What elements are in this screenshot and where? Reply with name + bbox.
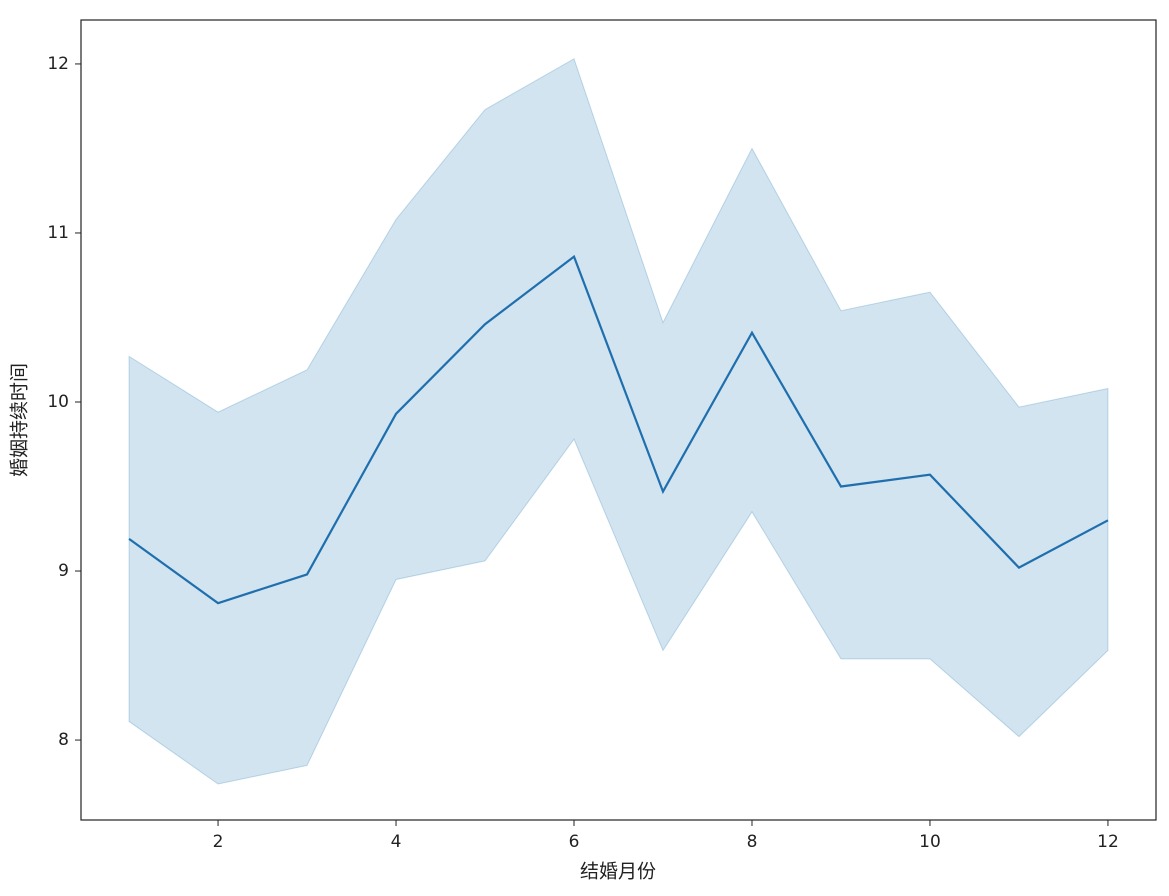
x-tick-label: 4 [391, 832, 402, 852]
y-tick-label: 10 [47, 392, 69, 412]
data-line [128, 254, 1109, 605]
x-tick-label: 8 [747, 832, 758, 852]
y-tick-label: 8 [58, 730, 69, 750]
plot-frame [80, 19, 1157, 821]
x-axis-label: 结婚月份 [580, 861, 656, 883]
x-tick-label: 2 [213, 832, 224, 852]
y-tick-label: 11 [47, 223, 69, 243]
x-tick-label: 10 [919, 832, 941, 852]
x-tick-label: 12 [1097, 832, 1119, 852]
confidence-band [128, 58, 1109, 785]
y-axis-label: 婚姻持续时间 [9, 363, 31, 477]
y-tick-label: 12 [47, 54, 69, 74]
x-tick-label: 6 [569, 832, 580, 852]
y-tick-label: 9 [58, 561, 69, 581]
